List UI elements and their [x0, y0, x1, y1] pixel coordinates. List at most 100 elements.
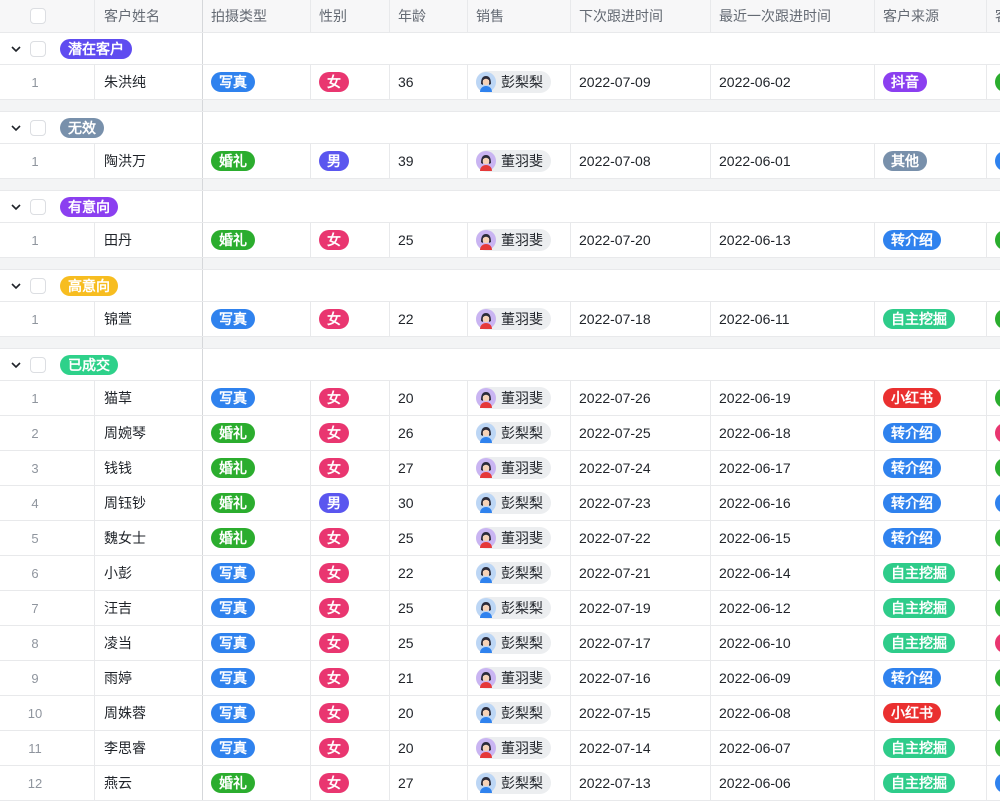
column-header-source[interactable]: 客户来源	[875, 0, 987, 32]
select-all-checkbox[interactable]	[30, 8, 46, 24]
group-checkbox[interactable]	[30, 198, 46, 215]
sales-user[interactable]: 董羽斐	[476, 667, 551, 689]
sales-user[interactable]: 董羽斐	[476, 457, 551, 479]
column-header-gender[interactable]: 性别	[311, 0, 390, 32]
table-row[interactable]: 8 凌当 写真 女 25 彭梨梨 2022-07-17 2022-06-10 自…	[0, 626, 1000, 661]
age: 27	[390, 766, 468, 800]
sales-user[interactable]: 董羽斐	[476, 229, 551, 251]
avatar-icon	[476, 738, 496, 758]
column-header-type[interactable]: 拍摄类型	[203, 0, 311, 32]
sales-user[interactable]: 彭梨梨	[476, 632, 551, 654]
table-row[interactable]: 1 陶洪万 婚礼 男 39 董羽斐 2022-07-08 2022-06-01 …	[0, 144, 1000, 179]
table-row[interactable]: 6 小彭 写真 女 22 彭梨梨 2022-07-21 2022-06-14 自…	[0, 556, 1000, 591]
age: 25	[390, 626, 468, 660]
customer-name[interactable]: 凌当	[95, 626, 203, 660]
table-row[interactable]: 12 燕云 婚礼 女 27 彭梨梨 2022-07-13 2022-06-06 …	[0, 766, 1000, 801]
row-number: 4	[31, 495, 39, 511]
extra-tag	[995, 633, 1000, 653]
column-header-age[interactable]: 年龄	[390, 0, 468, 32]
last-followup-date: 2022-06-19	[711, 381, 875, 415]
sales-user[interactable]: 彭梨梨	[476, 772, 551, 794]
sales-name: 彭梨梨	[501, 495, 543, 511]
table-row[interactable]: 4 周钰钞 婚礼 男 30 彭梨梨 2022-07-23 2022-06-16 …	[0, 486, 1000, 521]
table-row[interactable]: 1 锦萱 写真 女 22 董羽斐 2022-07-18 2022-06-11 自…	[0, 302, 1000, 337]
age: 36	[390, 65, 468, 99]
column-header-last-followup[interactable]: 最近一次跟进时间	[711, 0, 875, 32]
last-followup-date: 2022-06-16	[711, 486, 875, 520]
table-row[interactable]: 3 钱钱 婚礼 女 27 董羽斐 2022-07-24 2022-06-17 转…	[0, 451, 1000, 486]
shoot-type-tag: 写真	[211, 668, 255, 688]
column-header-name[interactable]: 客户姓名	[95, 0, 203, 32]
sales-user[interactable]: 董羽斐	[476, 527, 551, 549]
sales-name: 董羽斐	[501, 460, 543, 476]
group-label: 有意向	[60, 196, 118, 217]
last-followup-date: 2022-06-09	[711, 661, 875, 695]
customer-name[interactable]: 朱洪纯	[95, 65, 203, 99]
group-checkbox[interactable]	[30, 356, 46, 373]
chevron-down-icon[interactable]	[10, 201, 22, 213]
row-number: 1	[31, 232, 39, 248]
group-header: 高意向	[0, 270, 1000, 302]
table-row[interactable]: 1 田丹 婚礼 女 25 董羽斐 2022-07-20 2022-06-13 转…	[0, 223, 1000, 258]
customer-name[interactable]: 钱钱	[95, 451, 203, 485]
customer-name[interactable]: 周钰钞	[95, 486, 203, 520]
sales-user[interactable]: 董羽斐	[476, 387, 551, 409]
sales-user[interactable]: 彭梨梨	[476, 71, 551, 93]
sales-user[interactable]: 彭梨梨	[476, 597, 551, 619]
source-tag: 自主挖掘	[883, 309, 955, 329]
customer-name[interactable]: 李思睿	[95, 731, 203, 765]
group-checkbox[interactable]	[30, 40, 46, 57]
sales-user[interactable]: 彭梨梨	[476, 702, 551, 724]
column-header-sales[interactable]: 销售	[468, 0, 571, 32]
table-row[interactable]: 11 李思睿 写真 女 20 董羽斐 2022-07-14 2022-06-07…	[0, 731, 1000, 766]
customer-name[interactable]: 陶洪万	[95, 144, 203, 178]
customer-name[interactable]: 田丹	[95, 223, 203, 257]
customer-name[interactable]: 周姝蓉	[95, 696, 203, 730]
customer-name[interactable]: 雨婷	[95, 661, 203, 695]
gender-tag: 女	[319, 458, 349, 478]
customer-name[interactable]: 燕云	[95, 766, 203, 800]
table-row[interactable]: 5 魏女士 婚礼 女 25 董羽斐 2022-07-22 2022-06-15 …	[0, 521, 1000, 556]
sales-name: 董羽斐	[501, 153, 543, 169]
group-checkbox[interactable]	[30, 119, 46, 136]
shoot-type-tag: 写真	[211, 633, 255, 653]
sales-user[interactable]: 董羽斐	[476, 737, 551, 759]
column-header-next-followup[interactable]: 下次跟进时间	[571, 0, 711, 32]
sales-user[interactable]: 董羽斐	[476, 308, 551, 330]
chevron-down-icon[interactable]	[10, 359, 22, 371]
table-row[interactable]: 1 猫草 写真 女 20 董羽斐 2022-07-26 2022-06-19 小…	[0, 381, 1000, 416]
customer-name[interactable]: 周婉琴	[95, 416, 203, 450]
customer-name[interactable]: 猫草	[95, 381, 203, 415]
sales-user[interactable]: 彭梨梨	[476, 492, 551, 514]
table-row[interactable]: 9 雨婷 写真 女 21 董羽斐 2022-07-16 2022-06-09 转…	[0, 661, 1000, 696]
customer-name[interactable]: 魏女士	[95, 521, 203, 555]
table-row[interactable]: 10 周姝蓉 写真 女 20 彭梨梨 2022-07-15 2022-06-08…	[0, 696, 1000, 731]
last-followup-date: 2022-06-13	[711, 223, 875, 257]
sales-user[interactable]: 彭梨梨	[476, 422, 551, 444]
column-header-extra[interactable]: 客	[987, 0, 1000, 32]
sales-user[interactable]: 彭梨梨	[476, 562, 551, 584]
sales-name: 董羽斐	[501, 530, 543, 546]
gender-tag: 女	[319, 72, 349, 92]
shoot-type-tag: 写真	[211, 703, 255, 723]
extra-tag	[995, 309, 1000, 329]
chevron-down-icon[interactable]	[10, 43, 22, 55]
customer-name[interactable]: 锦萱	[95, 302, 203, 336]
customer-name[interactable]: 小彭	[95, 556, 203, 590]
next-followup-date: 2022-07-18	[571, 302, 711, 336]
chevron-down-icon[interactable]	[10, 280, 22, 292]
extra-tag	[995, 738, 1000, 758]
source-tag: 抖音	[883, 72, 927, 92]
gender-tag: 女	[319, 388, 349, 408]
table-row[interactable]: 1 朱洪纯 写真 女 36 彭梨梨 2022-07-09 2022-06-02 …	[0, 65, 1000, 100]
group-checkbox[interactable]	[30, 277, 46, 294]
table-row[interactable]: 7 汪吉 写真 女 25 彭梨梨 2022-07-19 2022-06-12 自…	[0, 591, 1000, 626]
customer-name[interactable]: 汪吉	[95, 591, 203, 625]
sales-user[interactable]: 董羽斐	[476, 150, 551, 172]
source-tag: 转介绍	[883, 423, 941, 443]
age: 30	[390, 486, 468, 520]
chevron-down-icon[interactable]	[10, 122, 22, 134]
next-followup-date: 2022-07-21	[571, 556, 711, 590]
table-row[interactable]: 2 周婉琴 婚礼 女 26 彭梨梨 2022-07-25 2022-06-18 …	[0, 416, 1000, 451]
sales-name: 董羽斐	[501, 390, 543, 406]
